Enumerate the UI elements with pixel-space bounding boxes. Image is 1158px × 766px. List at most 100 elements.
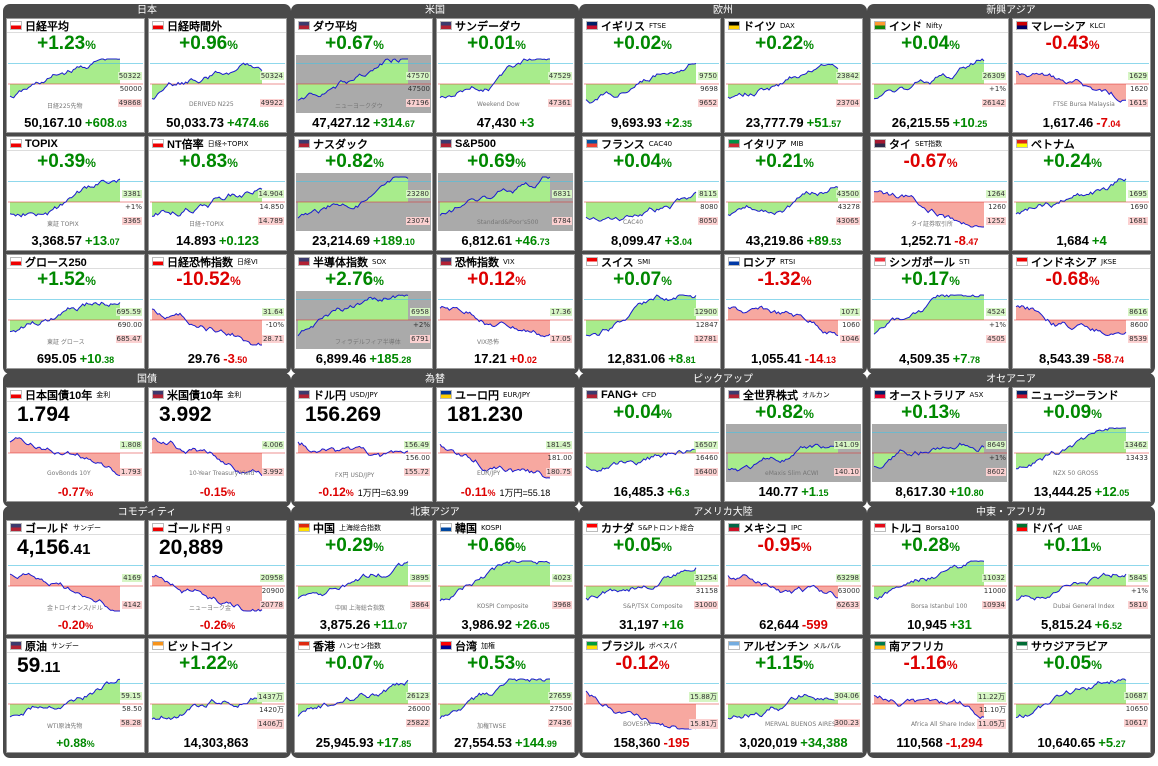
quote-tile[interactable]: ニュージーランド 13462 13433 NZX 50 GROSS +0.09%…	[1012, 387, 1151, 502]
quote-tile[interactable]: ナスダック 23280 23074 +0.82% 23,214.69 +189.1…	[294, 136, 433, 251]
quote-tile[interactable]: 香港 ハンセン指数 26123 26000 25822 +0.07% 25,945…	[294, 638, 433, 753]
quote-tile[interactable]: 日本国債10年 金利 1.808 1.793 GovBonds 10Y 1.794…	[6, 387, 145, 502]
quote-tile[interactable]: ゴールド円 g 20958 20900 20778 ニューヨーク金 20,889 …	[148, 520, 287, 635]
intraday-chart	[296, 557, 431, 615]
change-percent: +0.12%	[467, 269, 526, 290]
quote-tile[interactable]: 全世界株式 オルカン 141.09 140.10 eMaxis Slim ACWI…	[724, 387, 863, 502]
quote-tile[interactable]: サンデーダウ 47529 47361 Weekend Dow +0.01% 47…	[436, 18, 575, 133]
quote-tile[interactable]: S&P500 6831 6784 Standard&Poor's500 +0.6…	[436, 136, 575, 251]
quote-tile[interactable]: ブラジル ボベスパ 15.88万 15.81万 BOVESPA -0.12% 15…	[582, 638, 721, 753]
market-name: 香港	[313, 640, 335, 653]
intraday-chart	[296, 424, 431, 482]
quote-tile[interactable]: シンガポール STI 4524 +1% 4505 +0.17% 4,509.35 +…	[870, 254, 1009, 369]
axis-low: 1.793	[119, 468, 142, 476]
section-title: 北東アジア	[410, 507, 460, 518]
change-percent: +0.01%	[467, 33, 526, 54]
quote-tile[interactable]: インドネシア JKSE 8616 8600 8539 -0.68% 8,543.3…	[1012, 254, 1151, 369]
flag-icon	[10, 390, 22, 399]
tile-header: イギリス FTSE	[583, 19, 720, 33]
tile-header: NT倍率 日経÷TOPIX	[149, 137, 286, 151]
tile-header: 中国 上海総合指数	[295, 521, 432, 535]
quote-tile[interactable]: 半導体指数 SOX 6958 +2% 6791 フィラデルフィア半導体 +2.76…	[294, 254, 433, 369]
quote-tile[interactable]: ベトナム 1695 1690 1681 +0.24% 1,684 +4	[1012, 136, 1151, 251]
quote-tile[interactable]: サウジアラビア 10687 10650 10617 +0.05% 10,640.…	[1012, 638, 1151, 753]
quote-tile[interactable]: 恐怖指数 VIX 17.36 17.05 VIX恐怖 +0.12% 17.21 +0…	[436, 254, 575, 369]
tile-header: TOPIX	[7, 137, 144, 151]
price-value: 47,427	[312, 115, 352, 130]
price-footer: 14.893 +0.123	[149, 232, 286, 249]
flag-icon	[298, 641, 310, 650]
section-3: 新興アジア インド Nifty 26309 +1% 26142 +0.04% 26,…	[867, 4, 1155, 374]
quote-tile[interactable]: ドル円 USD/JPY 156.49 156.00 155.72 FX円 USD/…	[294, 387, 433, 502]
chart-watermark: 東証 TOPIX	[47, 221, 79, 228]
quote-tile[interactable]: FANG+ CFD 16507 16460 16400 +0.04% 16,485…	[582, 387, 721, 502]
quote-tile[interactable]: ゴールド サンデー 4169 4142 金トロイオンス/ドル 4,156.41 -…	[6, 520, 145, 635]
quote-tile[interactable]: グロース250 695.59 690.00 685.47 東証 グロース +1.…	[6, 254, 145, 369]
market-name: 台湾	[455, 640, 477, 653]
quote-tile[interactable]: 米国債10年 金利 4.006 3.992 10-Year Treasury Yi…	[148, 387, 287, 502]
quote-tile[interactable]: 日経恐怖指数 日経VI 31.64 -10% 28.71 -10.52% 29.7…	[148, 254, 287, 369]
market-sub: ASX	[969, 390, 984, 399]
quote-tile[interactable]: フランス CAC40 8115 8080 8050 CAC40 +0.04% 8,…	[582, 136, 721, 251]
axis-low: 10617	[1123, 719, 1148, 727]
yen-conversion: 1万円=55.18	[499, 488, 551, 498]
tile-header: ドル円 USD/JPY	[295, 388, 432, 402]
flag-icon	[728, 641, 740, 650]
axis-high: 16507	[693, 441, 718, 449]
market-name: 原油	[25, 640, 47, 653]
quote-tile[interactable]: ドイツ DAX 23842 23704 +0.22% 23,777.79 +51.5…	[724, 18, 863, 133]
quote-tile[interactable]: インド Nifty 26309 +1% 26142 +0.04% 26,215.5…	[870, 18, 1009, 133]
quote-tile[interactable]: 日経時間外 50324 49922 DERIVED N225 +0.96% 50…	[148, 18, 287, 133]
quote-tile[interactable]: TOPIX 3381 +1% 3365 東証 TOPIX +0.39% 3,36…	[6, 136, 145, 251]
change-value: -7	[1096, 115, 1108, 130]
axis-low: 155.72	[403, 468, 430, 476]
chart-watermark: NZX 50 GROSS	[1053, 470, 1099, 477]
flag-icon	[298, 523, 310, 532]
quote-tile[interactable]: トルコ Borsa100 11032 11000 10934 Borsa Ista…	[870, 520, 1009, 635]
intraday-chart	[150, 557, 285, 615]
axis-high: 63298	[835, 574, 860, 582]
quote-tile[interactable]: オーストラリア ASX 8649 +1% 8602 +0.13% 8,617.30…	[870, 387, 1009, 502]
flag-icon	[152, 390, 164, 399]
quote-tile[interactable]: ロシア RTSI 1071 1060 1046 -1.32% 1,055.41 -1…	[724, 254, 863, 369]
quote-tile[interactable]: イギリス FTSE 9750 9698 9652 +0.02% 9,693.93 +…	[582, 18, 721, 133]
quote-tile[interactable]: 日経平均 50322 50000 49868 日経225先物 +1.23% 50…	[6, 18, 145, 133]
quote-tile[interactable]: 中国 上海総合指数 3895 3864 中国 上海総合指数 +0.29% 3,87…	[294, 520, 433, 635]
quote-tile[interactable]: ユーロ円 EUR/JPY 181.45 181.00 180.75 EUR/JPY…	[436, 387, 575, 502]
flag-icon	[10, 21, 22, 30]
change-value: +189	[373, 233, 403, 248]
axis-low: 23704	[835, 99, 860, 107]
quote-tile[interactable]: カナダ S&Pトロント総合 31254 31158 31000 S&P/TSX C…	[582, 520, 721, 635]
quote-tile[interactable]: ビットコイン 1437万 1420万 1406万 +1.22% 14,303,8…	[148, 638, 287, 753]
quote-tile[interactable]: スイス SMI 12900 12847 12781 +0.07% 12,831.0…	[582, 254, 721, 369]
quote-tile[interactable]: タイ SET指数 1264 1260 1252 タイ証券取引所 -0.67% 1,…	[870, 136, 1009, 251]
axis-low: 6784	[552, 217, 572, 225]
market-sub: ボベスパ	[648, 641, 677, 650]
quote-tile[interactable]: NT倍率 日経÷TOPIX 14.904 14.850 14.789 日経÷TOP…	[148, 136, 287, 251]
change-percent: +1.22%	[179, 653, 238, 674]
tile-header: ニュージーランド	[1013, 388, 1150, 402]
change-value: +3	[519, 115, 535, 130]
quote-tile[interactable]: メキシコ IPC 63298 63000 62633 -0.95% 62,644-…	[724, 520, 863, 635]
price-value: 14,303,863	[183, 735, 249, 750]
intraday-chart	[438, 557, 573, 615]
quote-tile[interactable]: アルゼンチン メルバル 304.06 300.23 MERVAL BUENOS A…	[724, 638, 863, 753]
quote-tile[interactable]: ダウ平均 47570 47500 47196 ニューヨークダウ +0.67% 4…	[294, 18, 433, 133]
quote-tile[interactable]: 台湾 加権 27659 27500 27436 加権TWSE +0.53% 27,…	[436, 638, 575, 753]
intraday-chart	[8, 424, 143, 482]
price-value: 23,777	[745, 115, 786, 130]
price-value: 140	[758, 484, 781, 499]
change-value: +474	[227, 115, 257, 130]
change-value: +46	[515, 233, 538, 248]
change-percent: +0.04%	[613, 402, 672, 423]
quote-tile[interactable]: ドバイ UAE 5845 +1% 5810 Dubai General Index…	[1012, 520, 1151, 635]
quote-tile[interactable]: マレーシア KLCI 1629 1620 1615 FTSE Bursa Mala…	[1012, 18, 1151, 133]
change-percent: +0.09%	[1043, 402, 1102, 423]
change-percent: +0.05%	[1043, 653, 1102, 674]
quote-tile[interactable]: 原油 サンデー 59.15 58.50 58.28 WTI原油先物 59.11 +…	[6, 638, 145, 753]
quote-tile[interactable]: 韓国 KOSPI 4023 3968 KOSPI Composite +0.66%…	[436, 520, 575, 635]
intraday-chart	[8, 557, 143, 615]
quote-tile[interactable]: 南アフリカ 11.22万 11.10万 11.05万 Africa All Sh…	[870, 638, 1009, 753]
market-name: ユーロ円	[455, 389, 499, 402]
quote-tile[interactable]: イタリア MIB 43500 43278 43065 +0.21% 43,219.…	[724, 136, 863, 251]
